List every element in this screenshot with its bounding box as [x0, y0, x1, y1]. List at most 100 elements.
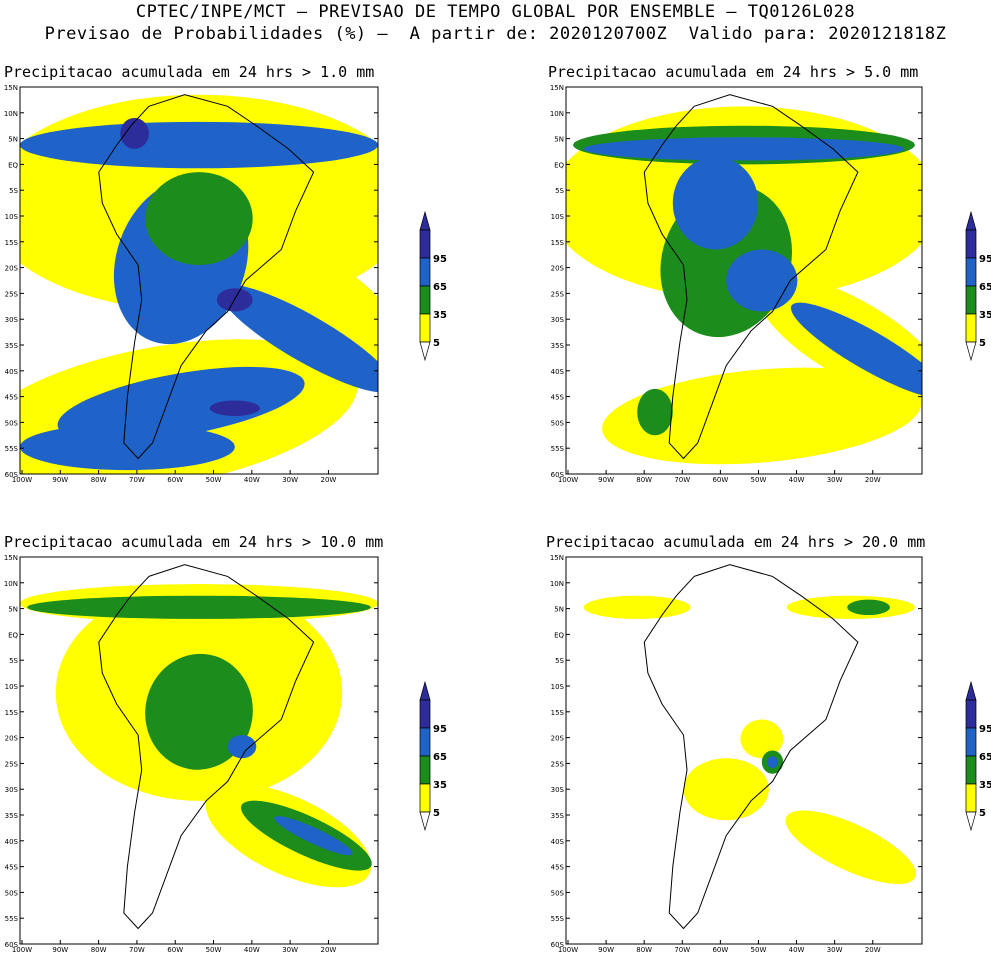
lat-label: 40S — [551, 368, 565, 376]
lat-label: 30S — [5, 786, 19, 794]
probability-area — [726, 249, 798, 312]
lon-label: 20W — [865, 476, 881, 484]
lat-label: 55S — [551, 445, 565, 453]
lat-label: 30S — [5, 316, 19, 324]
lon-label: 100W — [12, 946, 32, 954]
lon-label: 40W — [244, 476, 260, 484]
lon-label: 50W — [206, 946, 222, 954]
map-frame — [565, 556, 923, 945]
lat-label: 50S — [551, 419, 565, 427]
lon-label: 50W — [751, 476, 767, 484]
lat-label: 55S — [551, 915, 565, 923]
lat-label: 5S — [555, 187, 564, 195]
colorbar-segment — [965, 727, 977, 757]
lat-label: EQ — [554, 631, 564, 639]
lat-label: 25S — [551, 290, 565, 298]
lat-label: 20S — [551, 265, 565, 273]
probability-area — [767, 756, 778, 768]
lon-label: 70W — [129, 946, 145, 954]
lat-label: 15N — [4, 84, 18, 92]
probability-area — [210, 232, 378, 367]
map-panel-2: 15N 10N 5N EQ 5S 10S 15S 20S 25S 30S 35S 40S 45S 50S 5… — [550, 84, 923, 484]
lat-label: EQ — [554, 161, 564, 169]
lon-label: 30W — [827, 946, 843, 954]
colorbar-segment — [419, 699, 431, 729]
probability-area — [683, 758, 769, 821]
colorbar-label: 95 — [979, 254, 991, 265]
lon-label: 40W — [789, 476, 805, 484]
map-frame — [19, 556, 379, 945]
lat-label: 5N — [8, 606, 18, 614]
panel-title-4: Precipitacao acumulada em 24 hrs > 20.0 … — [546, 533, 926, 551]
colorbar-label: 95 — [433, 254, 447, 265]
colorbar-label: 95 — [433, 724, 447, 735]
lat-label: 40S — [5, 368, 19, 376]
lat-label: 55S — [5, 445, 19, 453]
lat-label: EQ — [8, 161, 18, 169]
lat-label: 5N — [8, 136, 18, 144]
continent-outline — [98, 564, 315, 930]
probability-area — [583, 137, 905, 161]
lat-label: 10S — [551, 683, 565, 691]
lat-label: 15S — [5, 709, 19, 717]
lat-label: 35S — [5, 812, 19, 820]
lat-label: 20S — [551, 735, 565, 743]
lat-label: 15N — [4, 554, 18, 562]
probability-area — [145, 172, 253, 266]
lat-label: 30S — [551, 786, 565, 794]
colorbar-segment — [965, 313, 977, 343]
lat-label: 15S — [5, 239, 19, 247]
lon-label: 30W — [282, 946, 298, 954]
lon-label: 20W — [321, 946, 337, 954]
colorbar-top-arrow — [419, 680, 431, 701]
lat-label: 60S — [5, 471, 19, 479]
lon-label: 40W — [244, 946, 260, 954]
probability-area — [218, 284, 378, 393]
probability-area — [583, 595, 691, 619]
lon-label: 60W — [712, 946, 728, 954]
lon-label: 80W — [636, 946, 652, 954]
lat-label: EQ — [8, 631, 18, 639]
map-frame — [19, 86, 379, 475]
lon-label: 60W — [167, 946, 183, 954]
colorbar-label: 95 — [979, 724, 991, 735]
lat-label: 15N — [550, 554, 564, 562]
lat-label: 55S — [5, 915, 19, 923]
lat-label: 10N — [550, 110, 564, 118]
panel-title-3: Precipitacao acumulada em 24 hrs > 10.0 … — [4, 533, 384, 551]
colorbar-segment — [419, 755, 431, 785]
colorbar-segment — [419, 727, 431, 757]
lon-label: 100W — [558, 946, 578, 954]
colorbar-segment — [965, 257, 977, 287]
lat-label: 15S — [551, 709, 565, 717]
probability-area — [20, 121, 378, 169]
lat-label: 35S — [5, 342, 19, 350]
lat-label: 15N — [550, 84, 564, 92]
colorbar-label: 5 — [979, 808, 986, 819]
map-panel-3: 15N 10N 5N EQ 5S 10S 15S 20S 25S 30S 35S 40S 45S 50S 5… — [4, 554, 379, 954]
map-background — [566, 557, 922, 944]
colorbar-label: 35 — [979, 310, 991, 321]
colorbar-label: 35 — [433, 780, 447, 791]
lon-label: 30W — [282, 476, 298, 484]
lon-label: 90W — [598, 946, 614, 954]
lat-label: 5S — [555, 657, 564, 665]
map-frame — [565, 86, 923, 475]
colorbar-segment — [419, 257, 431, 287]
lat-label: 25S — [5, 290, 19, 298]
lat-label: 15S — [551, 239, 565, 247]
probability-area — [57, 366, 305, 442]
probability-area — [209, 400, 260, 416]
colorbar-bottom-arrow — [965, 811, 977, 832]
lat-label: 60S — [5, 941, 19, 949]
lon-label: 40W — [789, 946, 805, 954]
probability-area — [637, 388, 673, 436]
probability-area — [785, 810, 917, 884]
lat-label: 25S — [5, 760, 19, 768]
colorbar-segment — [419, 285, 431, 315]
colorbar-label: 5 — [433, 808, 440, 819]
continent-outline — [98, 94, 315, 460]
colorbar-segment — [965, 229, 977, 259]
lon-label: 90W — [598, 476, 614, 484]
lon-label: 50W — [206, 476, 222, 484]
